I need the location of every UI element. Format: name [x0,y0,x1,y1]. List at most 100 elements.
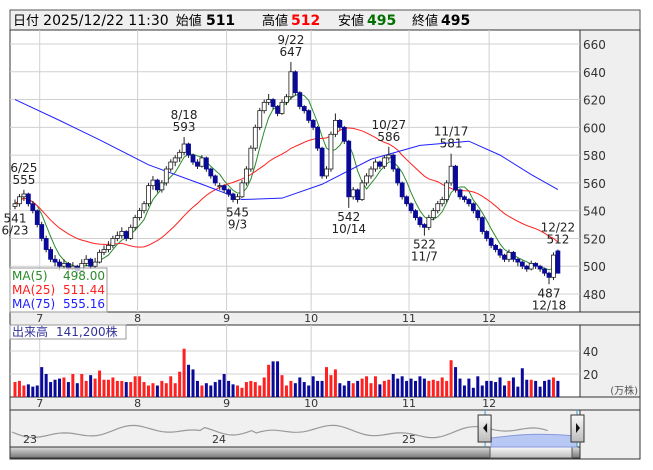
price-axis-panel [579,29,641,313]
volume-bar [489,380,493,397]
up-candle [435,203,441,212]
up-candle [114,235,120,239]
down-candle [355,189,361,200]
axis-labels: 480 500 520 540 560 580 600 620 640 660 20 40 7 7 8 8 9 9… [36,38,606,410]
up-candle [181,143,187,153]
price-annotation: 522 [413,238,436,252]
up-candle [146,185,151,205]
volume-bar [13,382,17,397]
up-candle [61,263,67,267]
volume-bar [106,379,110,397]
up-candle [439,199,445,205]
low-text: 安値 495 [338,13,396,29]
volume-bar [138,376,142,397]
up-candle [279,101,285,114]
up-candle [128,226,134,239]
up-candle [444,182,450,200]
up-candle [110,238,116,246]
volume-bar [173,383,177,397]
volume-bar [155,385,159,397]
date-label: 日付 [13,14,39,29]
volume-bar [311,376,315,397]
volume-bar [218,379,222,397]
navigator-content: 23 24 25 [11,410,585,448]
ma75-line [14,99,559,201]
down-candle [479,217,485,232]
down-candle [226,189,232,195]
price-annotation: 555 [12,173,35,187]
volume-bar [58,378,61,397]
down-candle [301,106,307,112]
volume-bar [480,385,484,397]
up-candle [141,203,147,212]
down-candle [346,140,352,198]
volume-bar [40,367,44,397]
down-candle [221,185,227,191]
volume-bar [307,385,311,397]
volume-bar [222,374,226,397]
up-candle [373,161,378,170]
volume-bar [195,380,199,397]
month-label: 10 [304,312,318,325]
volume-bar [400,376,404,397]
down-candle [453,165,458,191]
volume-bar [467,378,471,397]
up-candle [97,251,102,263]
legend-ma25-label: MA(25) [12,283,55,297]
down-candle [502,254,507,260]
volume-bar [382,380,386,397]
volume-unit: (万株) [610,384,638,397]
down-candle [203,157,209,170]
down-candle [413,210,418,219]
volume-bar [436,380,440,397]
volume-bar [49,382,53,397]
volume-bar [316,380,320,397]
up-candle [119,231,125,237]
volume-bar [236,385,239,397]
month-label: 8 [134,397,141,410]
price-tick-label: 660 [583,38,606,52]
volume-bar [98,370,102,397]
volume-bar [387,379,391,397]
legend-ma75-label: MA(75) [12,297,55,311]
down-candle [377,161,383,167]
high-value: 512 [291,13,320,29]
volume-bar [204,383,208,397]
price-annotation: 512 [546,233,569,247]
legend-ma5-value: 498.00 [63,269,105,283]
volume-bar [258,385,262,397]
up-candle [159,182,165,191]
volume-bar [494,382,498,397]
low-label: 安値 [338,13,364,29]
volume-bar [520,368,524,397]
scrollbar-track[interactable] [9,446,581,459]
price-annotation: 8/18 [171,108,198,122]
volume-bar [93,378,97,397]
volume-bar [80,374,84,397]
price-annotation: 12/22 [541,221,576,235]
volume-bar [31,386,35,397]
down-candle [475,210,481,219]
volume-bar [120,380,124,397]
down-candle [546,272,552,278]
scrollbar-thumb[interactable] [489,446,573,459]
up-candle [551,254,556,278]
up-candle [426,217,432,228]
volume-bar [227,380,231,397]
down-candle [533,263,539,267]
volume-bar [551,377,555,397]
price-tick-label: 500 [583,260,606,274]
volume-bar [405,380,409,397]
volume-bar [458,378,462,397]
price-annotation: 487 [538,286,561,300]
date-axis-strip-1 [9,311,641,326]
down-candle [542,268,547,274]
price-annotation: 9/22 [277,33,304,47]
down-candle [43,238,49,250]
close-label: 終値 [412,13,438,29]
down-candle [88,258,94,267]
navigator-history-line [11,424,548,439]
down-candle [421,224,427,228]
month-label: 9 [223,397,230,410]
up-candle [106,244,111,250]
